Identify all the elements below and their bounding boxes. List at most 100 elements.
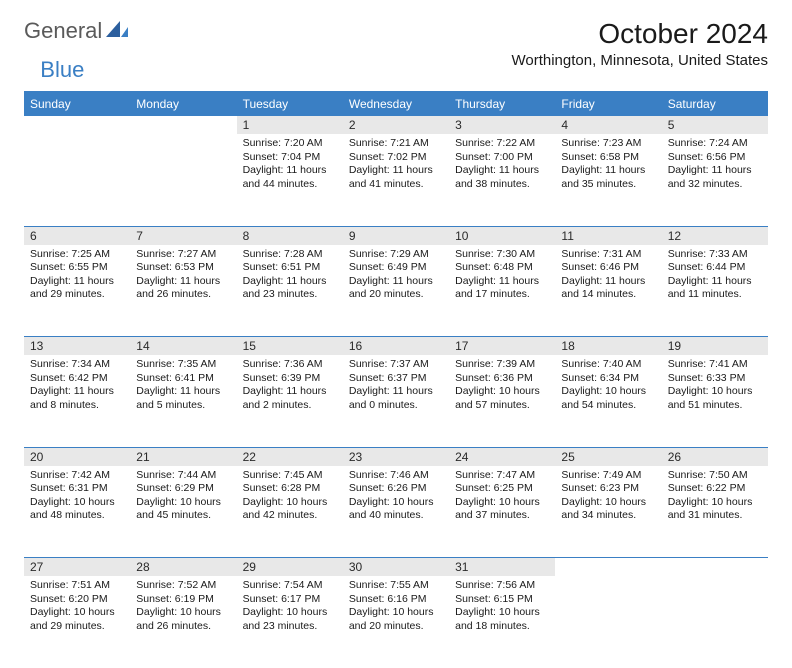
day-number-cell: 3 (449, 116, 555, 135)
day-details: Sunrise: 7:44 AMSunset: 6:29 PMDaylight:… (130, 466, 236, 530)
day-header: Thursday (449, 92, 555, 116)
daylight-line: Daylight: 10 hours and 31 minutes. (668, 496, 762, 523)
sunset-line: Sunset: 6:48 PM (455, 261, 549, 275)
day-number: 27 (24, 558, 130, 576)
daylight-line: Daylight: 11 hours and 26 minutes. (136, 275, 230, 302)
day-cell: Sunrise: 7:36 AMSunset: 6:39 PMDaylight:… (237, 355, 343, 447)
day-cell: Sunrise: 7:29 AMSunset: 6:49 PMDaylight:… (343, 245, 449, 337)
daylight-line: Daylight: 10 hours and 23 minutes. (243, 606, 337, 633)
day-details: Sunrise: 7:28 AMSunset: 6:51 PMDaylight:… (237, 245, 343, 309)
day-number-cell (24, 116, 130, 135)
sunrise-line: Sunrise: 7:25 AM (30, 248, 124, 262)
day-number-cell: 16 (343, 337, 449, 356)
sunrise-line: Sunrise: 7:23 AM (561, 137, 655, 151)
sunrise-line: Sunrise: 7:35 AM (136, 358, 230, 372)
day-number-cell: 23 (343, 447, 449, 466)
day-number: 5 (662, 116, 768, 134)
day-number-cell: 5 (662, 116, 768, 135)
sunrise-line: Sunrise: 7:33 AM (668, 248, 762, 262)
sunrise-line: Sunrise: 7:44 AM (136, 469, 230, 483)
day-number-cell: 30 (343, 558, 449, 577)
day-number: 31 (449, 558, 555, 576)
sunset-line: Sunset: 7:02 PM (349, 151, 443, 165)
daylight-line: Daylight: 11 hours and 32 minutes. (668, 164, 762, 191)
calendar-body: 12345Sunrise: 7:20 AMSunset: 7:04 PMDayl… (24, 116, 768, 668)
daynum-row: 2728293031 (24, 558, 768, 577)
day-cell (662, 576, 768, 668)
day-details: Sunrise: 7:52 AMSunset: 6:19 PMDaylight:… (130, 576, 236, 640)
day-number: 12 (662, 227, 768, 245)
day-details: Sunrise: 7:23 AMSunset: 6:58 PMDaylight:… (555, 134, 661, 198)
day-number: 7 (130, 227, 236, 245)
week-row: Sunrise: 7:34 AMSunset: 6:42 PMDaylight:… (24, 355, 768, 447)
daylight-line: Daylight: 11 hours and 35 minutes. (561, 164, 655, 191)
day-details: Sunrise: 7:55 AMSunset: 6:16 PMDaylight:… (343, 576, 449, 640)
day-cell: Sunrise: 7:50 AMSunset: 6:22 PMDaylight:… (662, 466, 768, 558)
day-cell: Sunrise: 7:55 AMSunset: 6:16 PMDaylight:… (343, 576, 449, 668)
sunset-line: Sunset: 6:51 PM (243, 261, 337, 275)
sunset-line: Sunset: 6:20 PM (30, 593, 124, 607)
day-number-cell: 1 (237, 116, 343, 135)
day-number-cell: 2 (343, 116, 449, 135)
day-details: Sunrise: 7:45 AMSunset: 6:28 PMDaylight:… (237, 466, 343, 530)
day-details: Sunrise: 7:34 AMSunset: 6:42 PMDaylight:… (24, 355, 130, 419)
daylight-line: Daylight: 11 hours and 8 minutes. (30, 385, 124, 412)
sunset-line: Sunset: 6:37 PM (349, 372, 443, 386)
day-details: Sunrise: 7:29 AMSunset: 6:49 PMDaylight:… (343, 245, 449, 309)
logo: General (24, 18, 130, 44)
day-number-cell: 4 (555, 116, 661, 135)
sunrise-line: Sunrise: 7:36 AM (243, 358, 337, 372)
sunrise-line: Sunrise: 7:56 AM (455, 579, 549, 593)
day-details: Sunrise: 7:22 AMSunset: 7:00 PMDaylight:… (449, 134, 555, 198)
day-details: Sunrise: 7:56 AMSunset: 6:15 PMDaylight:… (449, 576, 555, 640)
day-number-cell: 28 (130, 558, 236, 577)
daynum-row: 20212223242526 (24, 447, 768, 466)
sunset-line: Sunset: 6:41 PM (136, 372, 230, 386)
sunrise-line: Sunrise: 7:29 AM (349, 248, 443, 262)
week-row: Sunrise: 7:25 AMSunset: 6:55 PMDaylight:… (24, 245, 768, 337)
sunrise-line: Sunrise: 7:51 AM (30, 579, 124, 593)
sunrise-line: Sunrise: 7:49 AM (561, 469, 655, 483)
day-number-cell: 10 (449, 226, 555, 245)
daylight-line: Daylight: 11 hours and 38 minutes. (455, 164, 549, 191)
sunset-line: Sunset: 6:46 PM (561, 261, 655, 275)
day-cell: Sunrise: 7:46 AMSunset: 6:26 PMDaylight:… (343, 466, 449, 558)
day-number-cell: 7 (130, 226, 236, 245)
logo-text-general: General (24, 18, 102, 44)
day-number-cell (130, 116, 236, 135)
daylight-line: Daylight: 10 hours and 20 minutes. (349, 606, 443, 633)
day-cell: Sunrise: 7:54 AMSunset: 6:17 PMDaylight:… (237, 576, 343, 668)
sunrise-line: Sunrise: 7:20 AM (243, 137, 337, 151)
day-cell: Sunrise: 7:49 AMSunset: 6:23 PMDaylight:… (555, 466, 661, 558)
day-details: Sunrise: 7:33 AMSunset: 6:44 PMDaylight:… (662, 245, 768, 309)
day-number-cell: 8 (237, 226, 343, 245)
day-number: 8 (237, 227, 343, 245)
calendar-head: SundayMondayTuesdayWednesdayThursdayFrid… (24, 92, 768, 116)
sunset-line: Sunset: 6:17 PM (243, 593, 337, 607)
sunrise-line: Sunrise: 7:37 AM (349, 358, 443, 372)
sunset-line: Sunset: 6:28 PM (243, 482, 337, 496)
day-cell: Sunrise: 7:41 AMSunset: 6:33 PMDaylight:… (662, 355, 768, 447)
day-number: 22 (237, 448, 343, 466)
sunset-line: Sunset: 6:34 PM (561, 372, 655, 386)
sunrise-line: Sunrise: 7:27 AM (136, 248, 230, 262)
day-number-cell: 27 (24, 558, 130, 577)
sunset-line: Sunset: 6:23 PM (561, 482, 655, 496)
daylight-line: Daylight: 10 hours and 51 minutes. (668, 385, 762, 412)
day-number: 23 (343, 448, 449, 466)
day-number: 10 (449, 227, 555, 245)
day-details: Sunrise: 7:40 AMSunset: 6:34 PMDaylight:… (555, 355, 661, 419)
day-number: 29 (237, 558, 343, 576)
day-cell: Sunrise: 7:37 AMSunset: 6:37 PMDaylight:… (343, 355, 449, 447)
sunset-line: Sunset: 6:58 PM (561, 151, 655, 165)
day-cell: Sunrise: 7:47 AMSunset: 6:25 PMDaylight:… (449, 466, 555, 558)
day-number-cell: 9 (343, 226, 449, 245)
sunset-line: Sunset: 6:33 PM (668, 372, 762, 386)
sunrise-line: Sunrise: 7:54 AM (243, 579, 337, 593)
sunset-line: Sunset: 6:44 PM (668, 261, 762, 275)
day-header: Wednesday (343, 92, 449, 116)
sunrise-line: Sunrise: 7:30 AM (455, 248, 549, 262)
sunset-line: Sunset: 6:25 PM (455, 482, 549, 496)
daylight-line: Daylight: 11 hours and 23 minutes. (243, 275, 337, 302)
day-details: Sunrise: 7:37 AMSunset: 6:37 PMDaylight:… (343, 355, 449, 419)
